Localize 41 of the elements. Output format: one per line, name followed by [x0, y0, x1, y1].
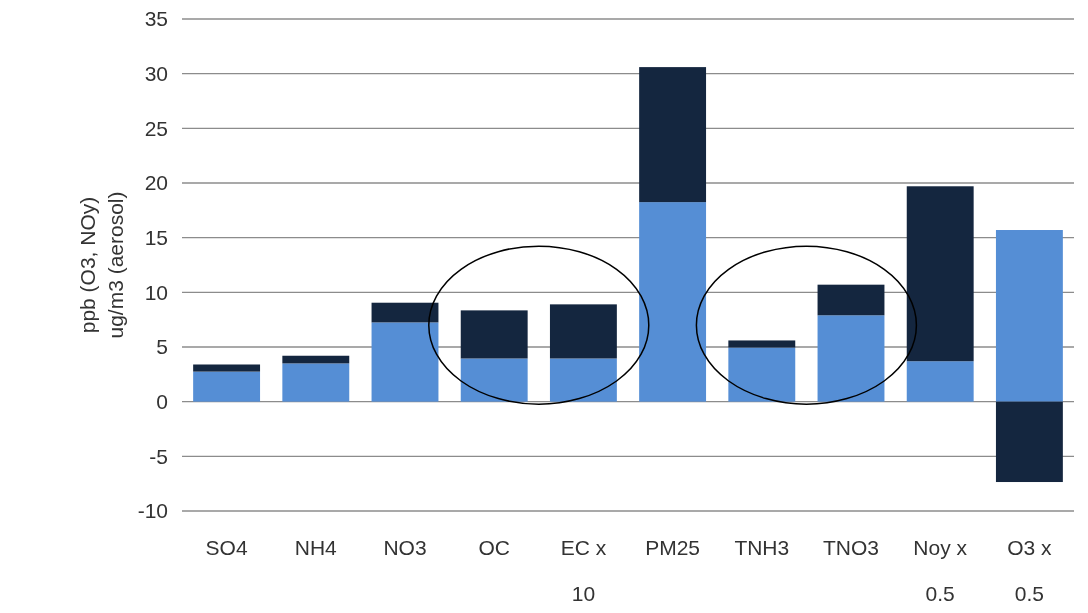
bar: [460, 310, 528, 359]
y-tick-label: 35: [144, 7, 168, 31]
bar: [728, 347, 796, 402]
x-tick-label: NH4: [294, 536, 338, 559]
y-tick-label: 25: [144, 116, 168, 140]
bar: [460, 358, 528, 402]
x-tick-label: Noy x 0.5: [913, 536, 968, 605]
bar: [371, 322, 439, 402]
y-tick-label: 0: [156, 390, 168, 414]
bar: [906, 361, 974, 402]
x-tick-label: PM25: [645, 536, 701, 559]
bar: [817, 284, 885, 316]
x-tick-label: NO3: [383, 536, 427, 559]
y-tick-label: 20: [144, 171, 168, 195]
x-tick-label: O3 x 0.5: [1007, 536, 1053, 605]
bar: [639, 202, 707, 402]
y-tick-label: 5: [156, 335, 168, 359]
y-tick-label: -5: [149, 444, 168, 468]
y-tick-label: 10: [144, 280, 168, 304]
bar: [995, 230, 1063, 402]
bar: [817, 315, 885, 402]
y-tick-label: -10: [137, 499, 168, 523]
y-tick-label: 30: [144, 62, 168, 86]
bar: [282, 363, 350, 402]
bar: [371, 302, 439, 323]
bar: [282, 355, 350, 364]
y-tick-label: 15: [144, 226, 168, 250]
x-tick-label: TNH3: [734, 536, 790, 559]
y-axis-title: ppb (O3, NOy) ug/m3 (aerosol): [76, 191, 127, 339]
x-tick-label: TNO3: [822, 536, 880, 559]
bar: [549, 358, 617, 402]
x-tick-label: SO4: [205, 536, 248, 559]
x-tick-label: OC: [478, 536, 510, 559]
bar: [193, 371, 261, 402]
bar: [193, 364, 261, 372]
bar: [995, 401, 1063, 483]
bar: [906, 186, 974, 362]
bar: [549, 304, 617, 359]
bar: [639, 67, 707, 203]
x-tick-label: EC x 10: [560, 536, 607, 605]
bar: [728, 340, 796, 348]
